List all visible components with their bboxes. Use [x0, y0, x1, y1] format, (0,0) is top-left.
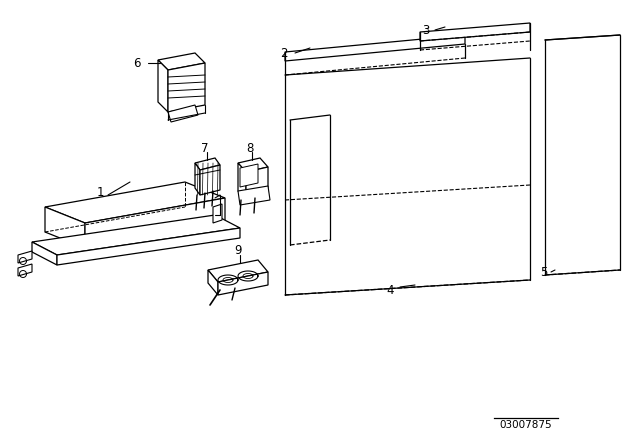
Polygon shape	[208, 260, 268, 282]
Polygon shape	[238, 186, 270, 205]
Text: 5: 5	[540, 266, 547, 279]
Polygon shape	[240, 164, 258, 187]
Text: 9: 9	[234, 244, 242, 257]
Text: 7: 7	[201, 142, 209, 155]
Polygon shape	[420, 23, 530, 41]
Polygon shape	[238, 163, 246, 200]
Polygon shape	[32, 215, 240, 255]
Polygon shape	[168, 105, 198, 122]
Polygon shape	[57, 228, 240, 265]
Polygon shape	[158, 53, 205, 70]
Polygon shape	[246, 167, 268, 200]
Polygon shape	[32, 242, 57, 265]
Polygon shape	[45, 182, 225, 223]
Polygon shape	[18, 264, 32, 276]
Text: 4: 4	[387, 284, 394, 297]
Polygon shape	[213, 204, 222, 223]
Polygon shape	[18, 251, 32, 263]
Polygon shape	[200, 165, 220, 195]
Polygon shape	[285, 35, 465, 61]
Polygon shape	[168, 63, 205, 112]
Polygon shape	[85, 198, 225, 248]
Polygon shape	[208, 270, 218, 295]
Text: 3: 3	[422, 23, 429, 36]
Polygon shape	[45, 207, 85, 248]
Polygon shape	[218, 272, 268, 295]
Polygon shape	[195, 158, 220, 170]
Text: 03007875: 03007875	[500, 420, 552, 430]
Text: 2: 2	[280, 47, 288, 60]
Polygon shape	[195, 163, 200, 195]
Polygon shape	[238, 158, 268, 172]
Text: 6: 6	[133, 56, 141, 69]
Text: 1: 1	[96, 185, 104, 198]
Text: 8: 8	[246, 142, 253, 155]
Polygon shape	[158, 60, 168, 112]
